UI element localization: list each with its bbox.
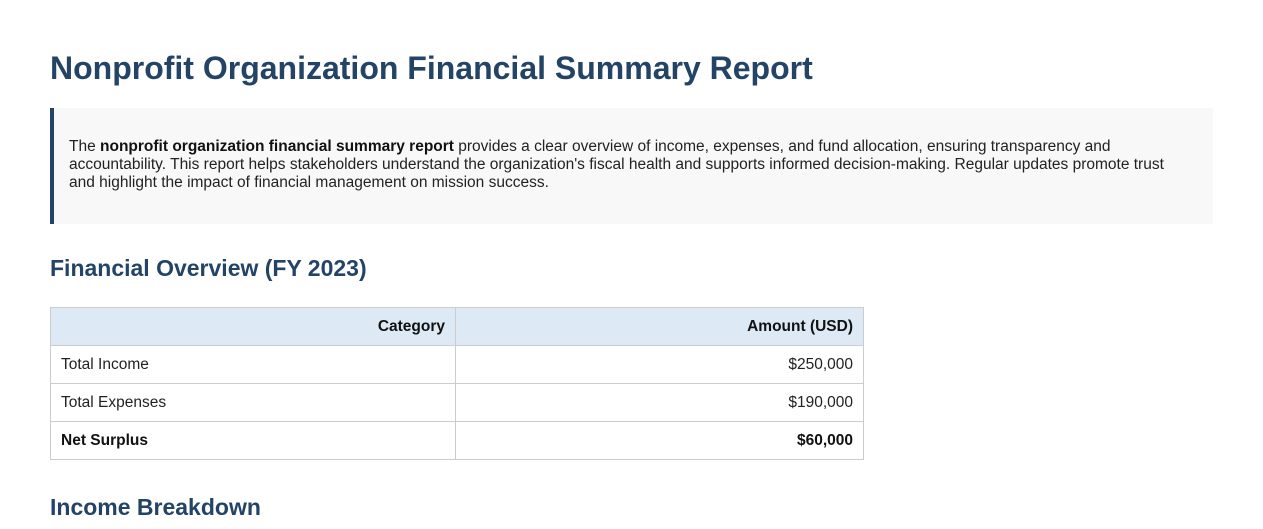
intro-bold-phrase: nonprofit organization financial summary… bbox=[100, 138, 454, 155]
section-heading-income: Income Breakdown bbox=[50, 494, 261, 520]
row-amount: $190,000 bbox=[455, 383, 864, 422]
column-header-amount: Amount (USD) bbox=[455, 307, 864, 346]
row-amount: $250,000 bbox=[455, 345, 864, 384]
row-category: Total Expenses bbox=[50, 383, 456, 422]
row-category: Total Income bbox=[50, 345, 456, 384]
table-row-total: Net Surplus $60,000 bbox=[50, 421, 864, 460]
intro-rest: provides a clear overview of income, exp… bbox=[69, 138, 1164, 191]
intro-lead: The bbox=[69, 138, 101, 155]
table-row: Total Income $250,000 bbox=[50, 345, 864, 384]
table-header-row: Category Amount (USD) bbox=[50, 307, 864, 346]
table-row: Total Expenses $190,000 bbox=[50, 383, 864, 422]
financial-overview-table: Category Amount (USD) Total Income $250,… bbox=[50, 307, 864, 460]
row-category: Net Surplus bbox=[50, 421, 456, 460]
intro-callout: The nonprofit organization financial sum… bbox=[50, 108, 1213, 224]
section-heading-overview: Financial Overview (FY 2023) bbox=[50, 255, 367, 281]
row-amount: $60,000 bbox=[455, 421, 864, 460]
page-title: Nonprofit Organization Financial Summary… bbox=[50, 50, 813, 86]
column-header-category: Category bbox=[50, 307, 456, 346]
